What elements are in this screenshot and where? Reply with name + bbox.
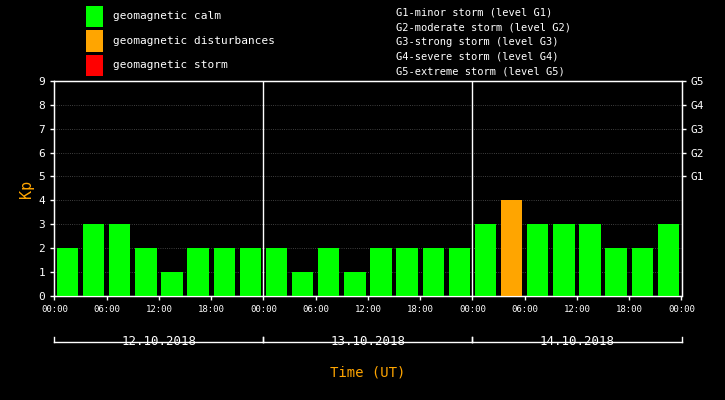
Bar [318, 248, 339, 296]
Bar [658, 224, 679, 296]
Text: G3-strong storm (level G3): G3-strong storm (level G3) [396, 37, 559, 47]
Bar [605, 248, 627, 296]
Bar [475, 224, 496, 296]
Y-axis label: Kp: Kp [20, 179, 34, 198]
Bar [527, 224, 549, 296]
Bar [579, 224, 601, 296]
Bar [370, 248, 392, 296]
Bar [213, 248, 235, 296]
Bar [240, 248, 261, 296]
Text: G1-minor storm (level G1): G1-minor storm (level G1) [396, 8, 552, 18]
Bar [344, 272, 365, 296]
Text: G2-moderate storm (level G2): G2-moderate storm (level G2) [396, 22, 571, 32]
Text: geomagnetic calm: geomagnetic calm [112, 11, 220, 21]
Bar [631, 248, 653, 296]
Text: G4-severe storm (level G4): G4-severe storm (level G4) [396, 52, 559, 62]
Bar [397, 248, 418, 296]
FancyBboxPatch shape [86, 55, 103, 76]
Bar [449, 248, 470, 296]
Text: 13.10.2018: 13.10.2018 [331, 335, 405, 348]
Text: 12.10.2018: 12.10.2018 [121, 335, 196, 348]
Bar [501, 200, 523, 296]
Bar [266, 248, 287, 296]
Text: G5-extreme storm (level G5): G5-extreme storm (level G5) [396, 66, 565, 76]
Bar [423, 248, 444, 296]
Bar [83, 224, 104, 296]
Bar [161, 272, 183, 296]
Text: 14.10.2018: 14.10.2018 [539, 335, 615, 348]
Bar [57, 248, 78, 296]
FancyBboxPatch shape [86, 6, 103, 27]
Bar [187, 248, 209, 296]
Bar [292, 272, 313, 296]
Text: geomagnetic storm: geomagnetic storm [112, 60, 228, 70]
Bar [109, 224, 130, 296]
FancyBboxPatch shape [86, 30, 103, 52]
Bar [553, 224, 575, 296]
Text: Time (UT): Time (UT) [331, 366, 405, 380]
Bar [135, 248, 157, 296]
Text: geomagnetic disturbances: geomagnetic disturbances [112, 36, 275, 46]
